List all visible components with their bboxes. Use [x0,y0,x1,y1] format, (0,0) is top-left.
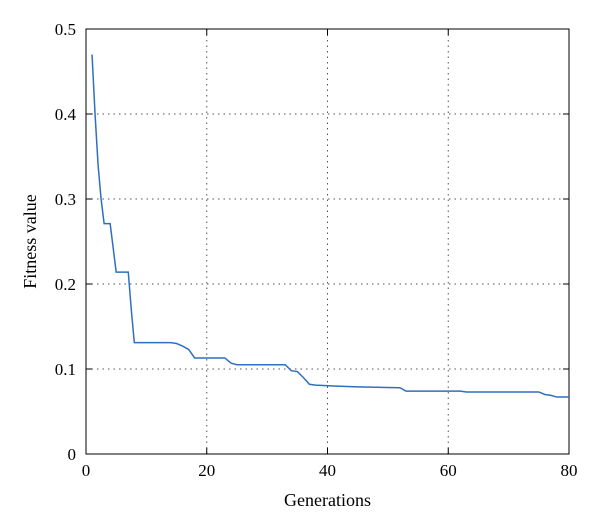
x-tick-label: 0 [82,461,91,480]
y-tick-labels: 0 0.1 0.2 0.3 0.4 0.5 [55,20,77,464]
x-tick-label: 80 [561,461,578,480]
plot-frame [85,28,570,455]
y-tick-label: 0 [68,445,77,464]
x-tick-label: 20 [198,461,215,480]
x-tick-labels: 0 20 40 60 80 [82,461,578,480]
x-tick-label: 60 [440,461,457,480]
y-tick-label: 0.4 [55,105,77,124]
y-tick-label: 0.2 [55,275,76,294]
x-axis-title: Generations [284,490,371,510]
x-tick-label: 40 [319,461,336,480]
axis-ticks [85,28,570,455]
fitness-series-line [91,54,569,398]
y-tick-label: 0.3 [55,190,76,209]
y-tick-label: 0.5 [55,20,76,39]
y-tick-label: 0.1 [55,360,76,379]
y-axis-title: Fitness value [20,194,40,289]
grid-lines [86,29,569,454]
